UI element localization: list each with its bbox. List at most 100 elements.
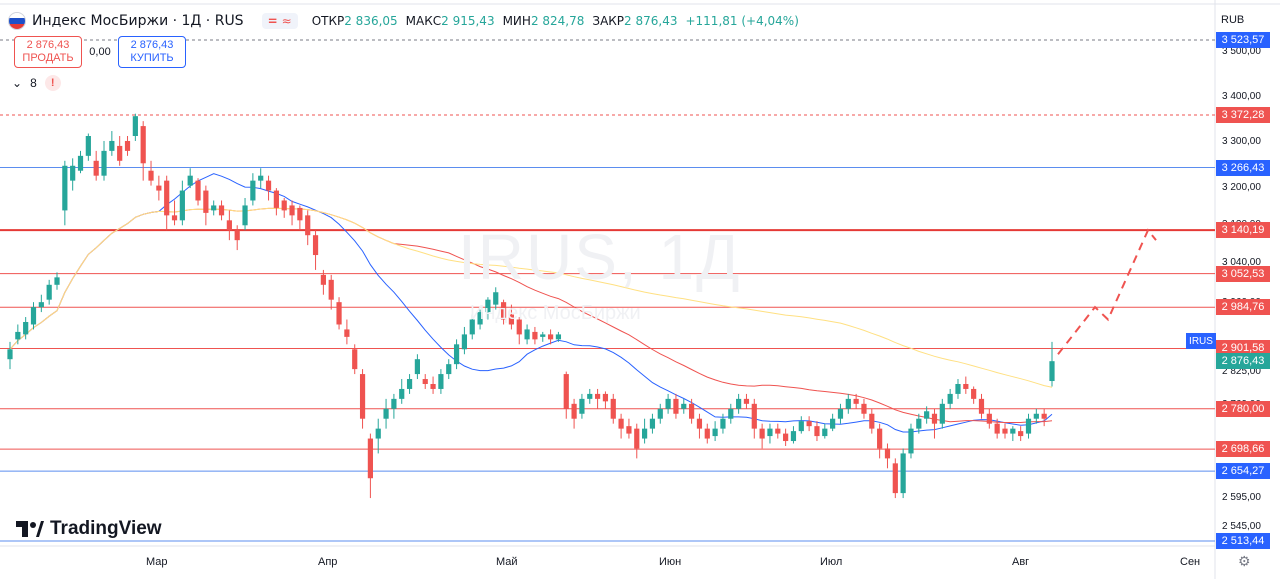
indicator-toggle[interactable]: = ≈ (261, 13, 298, 29)
price-label: 3 266,43 (1216, 159, 1270, 176)
candle-body (916, 418, 922, 429)
price-label: 2 876,43 (1216, 352, 1270, 369)
candle-body (124, 140, 131, 151)
month-tick: Апр (318, 556, 338, 568)
price-label: 2 780,00 (1216, 400, 1270, 417)
candle-body (751, 403, 757, 429)
indicator-count[interactable]: 8 (30, 76, 37, 90)
candle-body (218, 205, 225, 216)
candle-body (85, 136, 91, 156)
candle-body (853, 398, 859, 404)
candle-body (359, 374, 366, 419)
price-tick: 3 500,00 (1222, 46, 1261, 57)
price-tick: 3 400,00 (1222, 91, 1261, 102)
candle-body (790, 431, 797, 442)
indicators-row: ⌄ 8 ! (12, 75, 61, 91)
russia-flag-icon (8, 12, 26, 30)
candle-body (62, 165, 68, 211)
price-tick: 3 040,00 (1222, 257, 1261, 268)
price-tick: 2 825,00 (1222, 366, 1261, 377)
candle-body (399, 388, 405, 399)
candle-body (461, 334, 468, 350)
candle-body (900, 453, 906, 494)
candle-body (493, 292, 499, 305)
approx-icon: ≈ (281, 14, 292, 28)
candle-body (297, 207, 303, 221)
candle-body (446, 364, 452, 375)
price-label: 3 523,57 (1216, 32, 1270, 48)
candle-body (187, 175, 193, 186)
buy-button[interactable]: 2 876,43 КУПИТЬ (118, 36, 186, 68)
candle-body (179, 190, 185, 221)
price-label: 3 140,19 (1216, 222, 1270, 239)
ohlc-close: ЗАКР2 876,43 (592, 14, 678, 28)
price-label: 2 984,76 (1216, 299, 1270, 316)
candle-body (931, 413, 938, 424)
candle-body (171, 215, 178, 221)
candle-body (532, 331, 538, 340)
forecast-path (1057, 228, 1157, 355)
price-tick: 2 595,00 (1222, 492, 1261, 503)
horizontal-levels (0, 39, 1215, 542)
candle-body (414, 359, 420, 375)
candle-body (547, 334, 554, 340)
price-label: 2 654,27 (1216, 463, 1270, 480)
candle-body (430, 383, 436, 389)
sell-label: ПРОДАТЬ (22, 52, 74, 64)
candle-body (610, 398, 616, 419)
ohlc-high: МАКС2 915,43 (405, 14, 495, 28)
price-label: 3 372,28 (1216, 107, 1270, 124)
candle-body (994, 423, 1000, 434)
candle-body (681, 403, 687, 409)
price-label: 2 698,66 (1216, 441, 1270, 458)
candle-body (657, 408, 663, 419)
candle-body (54, 277, 60, 285)
candle-body (477, 312, 483, 325)
ohlc-values: ОТКР2 836,05 МАКС2 915,43 МИН2 824,78 ЗА… (312, 14, 799, 28)
candle-body (242, 205, 248, 226)
trade-box: 2 876,43 ПРОДАТЬ 0,00 2 876,43 КУПИТЬ (14, 36, 186, 68)
candles (7, 113, 1055, 499)
candle-body (77, 155, 84, 171)
candle-body (728, 408, 734, 419)
ohlc-open: ОТКР2 836,05 (311, 14, 398, 28)
candle-body (649, 418, 656, 429)
candle-body (892, 463, 898, 494)
candle-body (422, 379, 428, 384)
candle-body (195, 180, 201, 201)
candle-body (367, 438, 373, 479)
candle-body (281, 200, 287, 211)
sell-button[interactable]: 2 876,43 ПРОДАТЬ (14, 36, 82, 68)
tradingview-logo[interactable]: TradingView (16, 518, 162, 540)
candle-body (1002, 428, 1008, 434)
currency-label[interactable]: RUB (1221, 14, 1245, 26)
candle-body (344, 329, 350, 337)
candle-body (500, 302, 507, 320)
candle-body (689, 403, 695, 419)
price-tick: 2 545,00 (1222, 521, 1261, 532)
candle-body (46, 284, 52, 300)
alert-icon[interactable]: ! (44, 75, 61, 91)
candle-body (15, 331, 21, 340)
chart-title[interactable]: Индекс МосБиржи · 1Д · RUS (32, 13, 244, 29)
settings-gear-icon[interactable]: ⚙ (1238, 553, 1251, 569)
candle-body (579, 398, 585, 414)
candle-body (438, 374, 444, 389)
candle-body (822, 428, 828, 437)
candle-body (140, 126, 146, 164)
candle-body (258, 175, 264, 181)
tradingview-logo-icon (16, 521, 44, 537)
candle-body (226, 220, 232, 231)
candle-body (971, 388, 977, 399)
candle-body (594, 393, 601, 399)
watermark-symbol: IRUS, 1Д (458, 221, 742, 293)
candle-body (837, 408, 844, 419)
candle-body (234, 230, 240, 241)
candle-body (743, 398, 750, 404)
candle-body (978, 398, 985, 414)
collapse-chevron-icon[interactable]: ⌄ (12, 76, 23, 90)
forecast-line (1057, 228, 1157, 355)
candle-body (1033, 413, 1039, 419)
candle-body (642, 428, 648, 439)
